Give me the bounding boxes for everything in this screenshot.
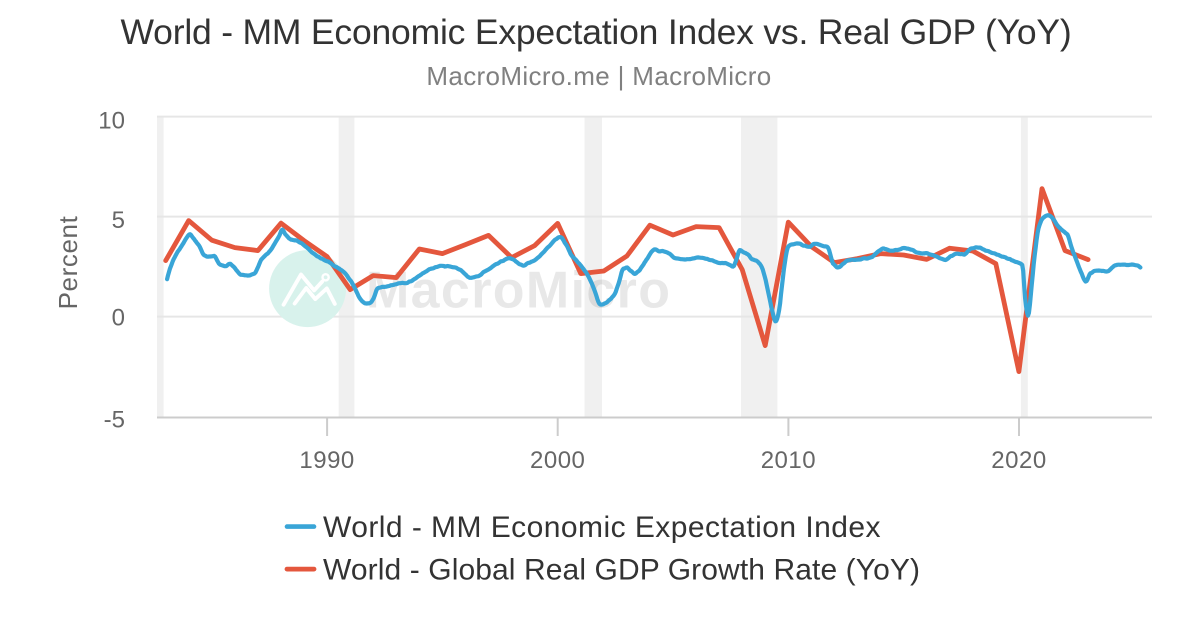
svg-text:10: 10 (98, 108, 125, 135)
svg-text:World - Global Real GDP Growth: World - Global Real GDP Growth Rate (YoY… (323, 554, 920, 587)
svg-text:0: 0 (112, 305, 125, 332)
svg-text:1990: 1990 (299, 447, 354, 474)
svg-text:World - MM Economic Expectatio: World - MM Economic Expectation Index vs… (121, 12, 1072, 52)
svg-text:World - MM Economic Expectatio: World - MM Economic Expectation Index (323, 511, 881, 544)
svg-text:2000: 2000 (530, 447, 585, 474)
svg-text:2020: 2020 (991, 447, 1046, 474)
svg-text:Percent: Percent (53, 215, 83, 309)
svg-text:2010: 2010 (761, 447, 816, 474)
svg-text:5: 5 (112, 207, 125, 234)
svg-text:MacroMicro.me | MacroMicro: MacroMicro.me | MacroMicro (426, 61, 771, 91)
svg-text:-5: -5 (104, 407, 125, 434)
svg-text:MacroMicro: MacroMicro (366, 261, 671, 319)
